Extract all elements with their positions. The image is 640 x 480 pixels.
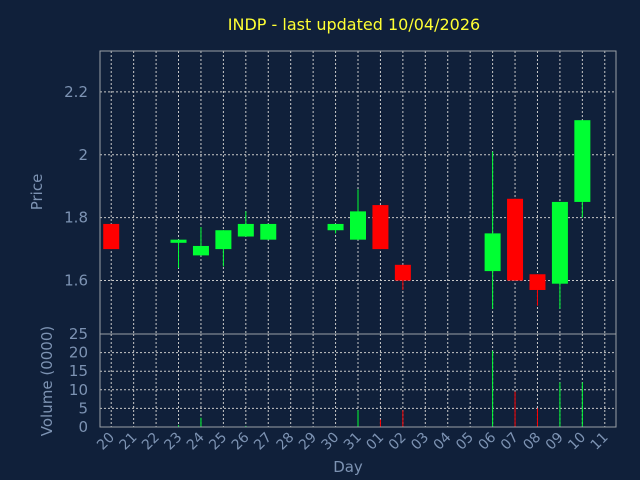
candle [350, 189, 366, 240]
candle-body [507, 198, 524, 281]
candle-body [394, 264, 411, 281]
candle [237, 211, 254, 237]
day-x-axis: 2021222324252627282930310102030405060708… [94, 429, 611, 453]
candle-body [372, 205, 389, 250]
candle [327, 223, 344, 234]
candle-body [170, 239, 187, 243]
volume-tick-label: 20 [69, 344, 88, 362]
candle-body [574, 120, 591, 202]
candle [103, 223, 120, 250]
chart-title: INDP - last updated 10/04/2026 [228, 15, 480, 34]
day-axis-label: Day [333, 458, 363, 476]
price-tick-label: 1.6 [64, 272, 88, 290]
candle [170, 239, 187, 268]
volume-axis-label: Volume (0000) [38, 326, 56, 436]
candle [372, 205, 389, 250]
candle-body [215, 230, 232, 250]
volume-tick-label: 10 [69, 381, 88, 399]
price-y-axis: 1.6 1.8 2 2.2 [64, 83, 88, 290]
candle-body [529, 274, 546, 290]
candle-body [484, 233, 501, 272]
candle [507, 198, 524, 281]
candle-body [551, 201, 568, 284]
candle [260, 223, 277, 240]
candle [484, 151, 501, 309]
candle [574, 120, 591, 218]
volume-tick-label: 25 [69, 325, 88, 343]
candle-body [350, 211, 366, 240]
volume-tick-label: 0 [78, 418, 88, 436]
volume-tick-label: 5 [78, 399, 88, 417]
candle-body [237, 223, 254, 237]
candle-body [327, 223, 344, 231]
candle-body [260, 223, 277, 240]
price-tick-label: 2.2 [64, 83, 88, 101]
candle-body [103, 223, 120, 250]
candle [551, 201, 568, 309]
price-tick-label: 2 [78, 146, 88, 164]
candle [215, 230, 232, 267]
volume-plot-frame [99, 333, 617, 428]
candle [394, 264, 411, 290]
volume-tick-label: 15 [69, 362, 88, 380]
candle [529, 274, 546, 306]
volume-bars [178, 350, 583, 427]
price-axis-label: Price [28, 174, 46, 211]
price-candles [103, 120, 591, 309]
candle [192, 227, 209, 256]
price-tick-label: 1.8 [64, 209, 88, 227]
candle-body [192, 245, 209, 256]
